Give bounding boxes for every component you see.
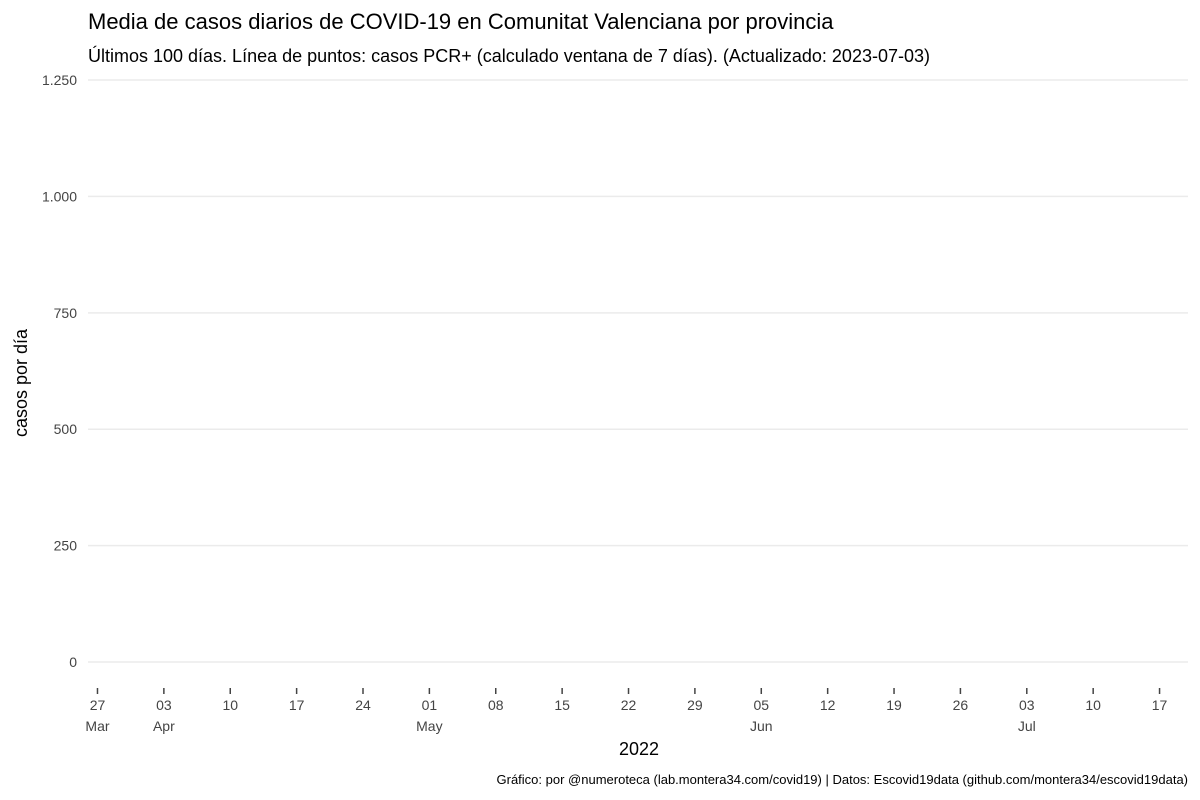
chart-subtitle: Últimos 100 días. Línea de puntos: casos… (88, 45, 930, 66)
y-tick-label: 0 (69, 654, 77, 670)
x-tick-label: 08 (488, 697, 504, 713)
x-tick-label: 03 Apr (153, 697, 175, 734)
y-tick-label: 500 (54, 421, 78, 437)
chart-title: Media de casos diarios de COVID-19 en Co… (88, 9, 834, 34)
x-tick-label: 17 (1152, 697, 1168, 713)
x-tick-label: 12 (820, 697, 836, 713)
x-tick-label: 03 Jul (1018, 697, 1036, 734)
y-tick-label: 1.250 (42, 72, 77, 88)
y-tick-label: 250 (54, 538, 78, 554)
x-tick-label: 24 (355, 697, 371, 713)
x-tick-label: 10 (222, 697, 238, 713)
x-tick-label: 26 (953, 697, 969, 713)
caption: Gráfico: por @numeroteca (lab.montera34.… (497, 772, 1188, 787)
x-tick-label: 01 May (416, 697, 442, 734)
x-tick-label: 27 Mar (85, 697, 109, 734)
y-tick-label: 1.000 (42, 188, 77, 204)
x-axis-title: 2022 (619, 739, 659, 759)
x-tick-label: 15 (554, 697, 570, 713)
y-tick-label: 750 (54, 305, 78, 321)
x-tick-label: 19 (886, 697, 902, 713)
x-tick-label: 17 (289, 697, 305, 713)
y-axis-title: casos por día (11, 328, 31, 437)
x-tick-label: 29 (687, 697, 703, 713)
x-tick-label: 22 (621, 697, 637, 713)
x-tick-label: 10 (1085, 697, 1101, 713)
x-tick-label: 05 Jun (750, 697, 773, 734)
